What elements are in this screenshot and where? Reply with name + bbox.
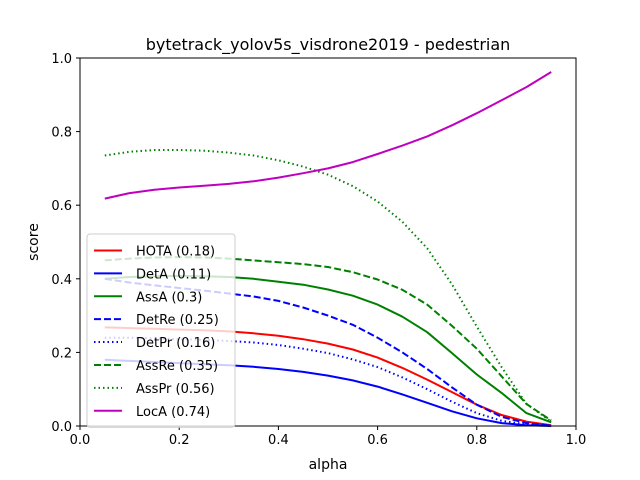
x-tick-label: 1.0 (566, 433, 587, 448)
y-tick-label: 0.2 (51, 346, 72, 361)
y-axis-label: score (26, 223, 42, 261)
legend-label: AssA (0.3) (136, 290, 202, 305)
legend-label: HOTA (0.18) (136, 244, 215, 259)
legend-box (86, 233, 236, 428)
plot-frame (79, 57, 577, 427)
series-line-7 (104, 71, 552, 200)
legend-label: AssRe (0.35) (136, 359, 218, 374)
x-tick-label: 0.8 (466, 433, 487, 448)
y-tick-label: 1.0 (51, 52, 72, 67)
legend-label: DetRe (0.25) (136, 313, 219, 328)
y-tick-label: 0.8 (51, 126, 72, 141)
x-tick-label: 0.2 (169, 433, 190, 448)
legend-label: LocA (0.74) (136, 405, 210, 420)
chart-title: bytetrack_yolov5s_visdrone2019 - pedestr… (146, 35, 511, 55)
series-line-6 (104, 149, 552, 423)
legend-label: DetA (0.11) (136, 267, 211, 282)
legend: HOTA (0.18) DetA (0.11) AssA (0.3) DetRe (0… (86, 233, 236, 428)
y-axis-ticks: 0.0 0.2 0.4 0.6 0.8 1.0 (51, 52, 80, 435)
x-tick-label: 0.0 (70, 433, 91, 448)
legend-label: DetPr (0.16) (136, 336, 215, 351)
y-tick-label: 0.0 (51, 420, 72, 435)
y-tick-label: 0.6 (51, 199, 72, 214)
x-tick-label: 0.4 (268, 433, 289, 448)
legend-label: AssPr (0.56) (136, 382, 215, 397)
y-tick-label: 0.4 (51, 273, 72, 288)
x-axis-ticks: 0.0 0.2 0.4 0.6 0.8 1.0 (70, 426, 587, 448)
x-axis-label: alpha (309, 457, 348, 473)
x-tick-label: 0.6 (367, 433, 388, 448)
